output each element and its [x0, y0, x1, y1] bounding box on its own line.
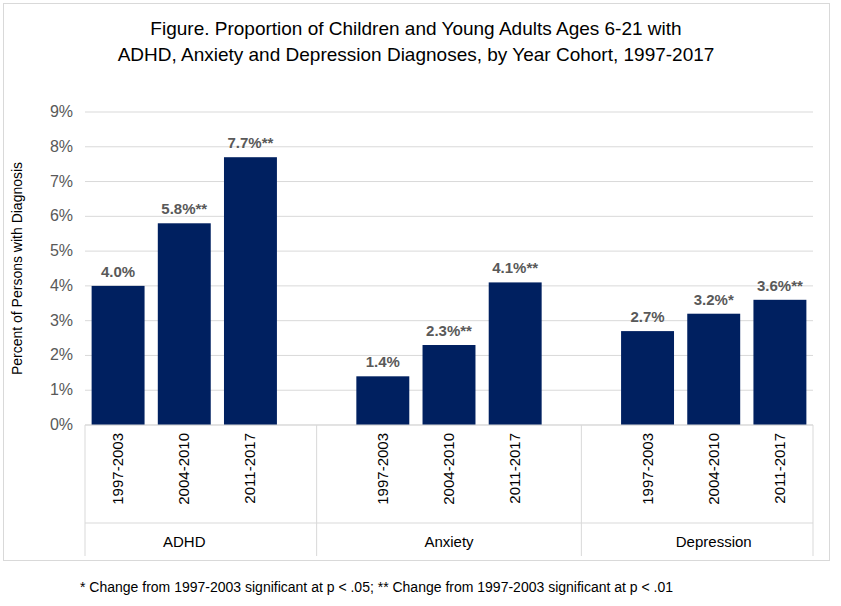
- data-label: 3.6%**: [757, 277, 803, 294]
- grid-line: [85, 146, 813, 147]
- bar: [621, 331, 674, 425]
- group-label: Depression: [676, 533, 752, 550]
- y-tick-label: 6%: [50, 207, 73, 224]
- group-separator: [316, 425, 317, 556]
- y-tick-label: 2%: [50, 346, 73, 363]
- y-tick-label: 9%: [50, 103, 73, 120]
- data-label: 1.4%: [366, 353, 400, 370]
- group-separator: [85, 425, 86, 556]
- category-label: 2004-2010: [175, 433, 192, 505]
- category-label: 2004-2010: [705, 433, 722, 505]
- y-tick-label: 0%: [50, 416, 73, 433]
- bar: [423, 345, 476, 425]
- x-axis: [85, 425, 813, 426]
- y-tick-label: 8%: [50, 138, 73, 155]
- y-tick-label: 1%: [50, 381, 73, 398]
- bar: [687, 314, 740, 425]
- y-tick-label: 5%: [50, 242, 73, 259]
- chart-frame: [4, 4, 830, 561]
- bar: [92, 286, 145, 425]
- group-separator: [581, 425, 582, 556]
- data-label: 4.0%: [101, 263, 135, 280]
- bar: [753, 300, 806, 425]
- data-label: 7.7%**: [228, 134, 274, 151]
- y-tick-label: 7%: [50, 173, 73, 190]
- data-label: 2.3%**: [426, 322, 472, 339]
- y-axis-label: Percent of Persons with Diagnosis: [9, 162, 25, 375]
- chart-title: ADHD, Anxiety and Depression Diagnoses, …: [118, 44, 715, 65]
- bar: [158, 223, 211, 425]
- category-label: 2004-2010: [440, 433, 457, 505]
- bars: [92, 157, 807, 425]
- bar: [356, 376, 409, 425]
- group-separator: [813, 425, 814, 556]
- category-label: 1997-2003: [109, 433, 126, 505]
- grid-line: [85, 181, 813, 182]
- grid-line: [85, 112, 813, 113]
- category-label: 2011-2017: [771, 433, 788, 504]
- bar: [224, 157, 277, 425]
- group-label: ADHD: [163, 533, 206, 550]
- data-label: 5.8%**: [161, 200, 207, 217]
- category-label: 2011-2017: [241, 433, 258, 504]
- data-label: 3.2%*: [694, 291, 734, 308]
- category-label: 2011-2017: [506, 433, 523, 504]
- footnote: * Change from 1997-2003 significant at p…: [80, 579, 673, 595]
- chart-title: Figure. Proportion of Children and Young…: [150, 18, 681, 39]
- y-tick-label: 4%: [50, 277, 73, 294]
- y-tick-label: 3%: [50, 312, 73, 329]
- category-separator: [85, 523, 813, 524]
- group-label: Anxiety: [424, 533, 474, 550]
- data-label: 4.1%**: [492, 259, 538, 276]
- category-label: 1997-2003: [374, 433, 391, 505]
- data-label: 2.7%: [630, 308, 664, 325]
- grid-line: [85, 425, 813, 426]
- chart: Figure. Proportion of Children and Young…: [0, 0, 841, 606]
- bar: [489, 282, 542, 425]
- category-label: 1997-2003: [639, 433, 656, 505]
